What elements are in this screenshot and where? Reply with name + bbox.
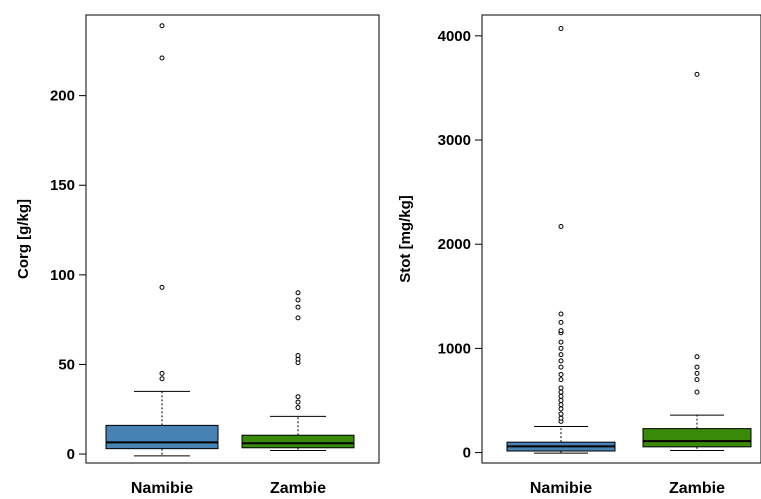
outlier-point [694, 377, 700, 383]
outlier-point [558, 223, 564, 229]
panel-corg: 0 50 100 150 200 Namibie Zambie Corg [g/kg] [15, 14, 380, 497]
x-category-label: Zambie [669, 480, 725, 497]
y-tick-label: 0 [67, 446, 75, 463]
outlier-point [694, 370, 700, 376]
outlier-point [159, 376, 165, 382]
y-axis-title-stot: Stot [mg/kg] [397, 195, 414, 283]
outlier-point [694, 354, 700, 360]
outlier-point [558, 377, 564, 383]
y-axis-title-corg: Corg [g/kg] [15, 199, 32, 279]
outlier-point [558, 402, 564, 408]
outlier-point [694, 71, 700, 77]
box-namibie [105, 23, 219, 457]
outlier-point [295, 404, 301, 410]
outlier-point [558, 358, 564, 364]
y-axis-corg: 0 50 100 150 200 [50, 88, 86, 463]
boxes-corg [105, 23, 355, 457]
outlier-point [558, 371, 564, 377]
y-axis-stot: 0 1000 2000 3000 4000 [438, 28, 482, 462]
y-tick-label: 2000 [438, 236, 471, 253]
outlier-point [295, 297, 301, 303]
panel-stot: 0 1000 2000 3000 4000 Namibie Zambie Stot [mg… [397, 14, 761, 497]
outlier-point [558, 406, 564, 412]
outlier-point [159, 370, 165, 376]
outlier-point [159, 55, 165, 61]
outlier-point [558, 411, 564, 417]
y-tick-label: 0 [463, 445, 471, 462]
outlier-point [694, 364, 700, 370]
iqr-box [642, 428, 752, 448]
outlier-point [159, 23, 165, 29]
outlier-point [558, 26, 564, 32]
boxes-stot [506, 26, 752, 454]
outlier-point [558, 319, 564, 325]
outlier-point [558, 364, 564, 370]
outlier-point [295, 352, 301, 358]
outlier-point [558, 393, 564, 399]
iqr-box [241, 434, 355, 449]
box-namibie [506, 26, 616, 454]
y-tick-label: 50 [58, 356, 75, 373]
x-category-label: Zambie [270, 480, 326, 497]
outlier-point [295, 399, 301, 405]
y-tick-label: 100 [50, 267, 75, 284]
y-tick-label: 150 [50, 177, 75, 194]
outlier-point [558, 415, 564, 421]
y-tick-label: 4000 [438, 28, 471, 45]
outlier-point [558, 339, 564, 345]
plot-frame-corg [85, 14, 380, 464]
outlier-point [558, 385, 564, 391]
x-category-label: Namibie [530, 480, 592, 497]
outlier-point [558, 352, 564, 358]
outlier-point [295, 315, 301, 321]
outlier-point [558, 397, 564, 403]
outlier-point [558, 328, 564, 334]
iqr-box [105, 424, 219, 450]
box-zambie [241, 290, 355, 451]
x-categories-stot: Namibie Zambie [530, 480, 725, 497]
outlier-point [558, 311, 564, 317]
outlier-point [295, 290, 301, 296]
outlier-point [694, 389, 700, 395]
x-category-label: Namibie [131, 480, 193, 497]
outlier-point [159, 284, 165, 290]
outlier-point [295, 304, 301, 310]
y-tick-label: 200 [50, 88, 75, 105]
outlier-point [295, 394, 301, 400]
plot-frame-stot [481, 14, 761, 464]
y-tick-label: 1000 [438, 340, 471, 357]
outlier-point [558, 389, 564, 395]
x-categories-corg: Namibie Zambie [131, 480, 326, 497]
outlier-point [558, 345, 564, 351]
box-zambie [642, 71, 752, 451]
y-tick-label: 3000 [438, 132, 471, 149]
